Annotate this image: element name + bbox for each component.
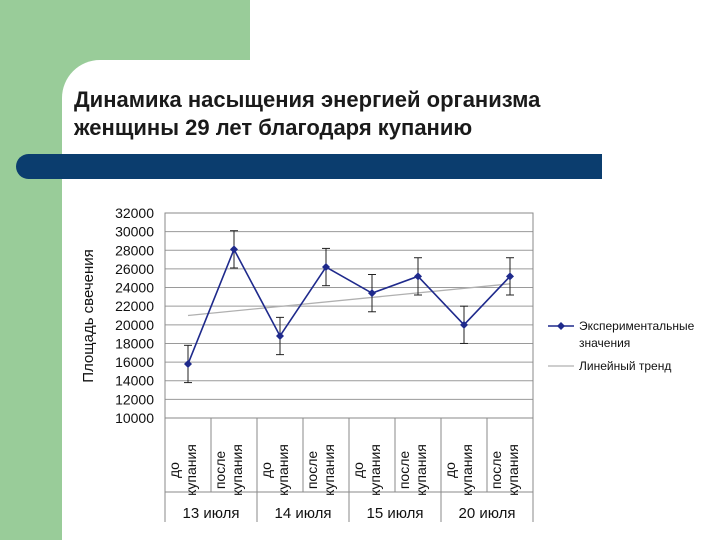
plot-frame [164, 212, 534, 419]
content-panel [62, 60, 720, 540]
slide-title: Динамика насыщения энергией организма же… [74, 86, 704, 142]
x-tick-label-line2: купания [229, 444, 245, 496]
x-tick-label-line2: купания [367, 444, 383, 496]
data-point [230, 245, 238, 254]
legend-label-experimental-line1: Экспериментальные [579, 319, 695, 333]
x-tick-label-line1: до [442, 462, 458, 478]
y-tick-label: 10000 [115, 410, 154, 426]
x-tick-label-line1: до [166, 462, 182, 478]
x-group-label: 14 июля [274, 505, 331, 522]
x-group-label: 20 июля [458, 505, 515, 522]
y-tick-label: 20000 [115, 317, 154, 333]
data-point [368, 289, 376, 298]
bar-body [52, 154, 602, 179]
x-tick-label-line2: купания [413, 444, 429, 496]
data-point [414, 272, 422, 281]
x-tick-label-line1: после [396, 451, 412, 490]
y-tick-label: 32000 [115, 205, 154, 221]
data-point [276, 332, 284, 340]
x-tick-label-line1: до [258, 462, 274, 478]
x-tick-label-line1: после [304, 451, 320, 490]
data-point [506, 272, 514, 281]
title-line-1: Динамика насыщения энергией организма [74, 87, 541, 112]
y-tick-label: 24000 [115, 280, 154, 296]
y-tick-label: 22000 [115, 298, 154, 314]
x-tick-label-line1: после [212, 451, 228, 490]
trend-line [187, 283, 511, 317]
data-point [460, 320, 468, 329]
y-tick-label: 18000 [115, 335, 154, 351]
x-tick-label-line2: купания [183, 444, 199, 496]
y-tick-label: 30000 [115, 224, 154, 240]
legend-marker-experimental [557, 322, 565, 330]
legend-label-experimental-line2: значения [579, 336, 630, 350]
x-tick-label-line2: купания [459, 444, 475, 496]
x-tick-label-line1: после [488, 451, 504, 490]
data-point [184, 359, 192, 368]
title-line-2: женщины 29 лет благодаря купанию [74, 115, 473, 140]
title-underline-bar [16, 154, 602, 179]
x-tick-label-line2: купания [275, 444, 291, 496]
legend-label-trend: Линейный тренд [579, 359, 671, 373]
y-tick-label: 16000 [115, 354, 154, 370]
x-group-label: 13 июля [182, 505, 239, 522]
y-tick-label: 28000 [115, 242, 154, 258]
x-tick-label-line2: купания [321, 444, 337, 496]
series-line-experimental [187, 247, 511, 365]
y-tick-label: 12000 [115, 391, 154, 407]
x-group-label: 15 июля [366, 505, 423, 522]
x-tick-label-line1: до [350, 462, 366, 478]
data-point [322, 263, 330, 272]
x-tick-label-line2: купания [505, 444, 521, 496]
y-tick-label: 26000 [115, 261, 154, 277]
y-tick-label: 14000 [115, 373, 154, 389]
y-axis-label: Площадь свечения [80, 249, 97, 383]
